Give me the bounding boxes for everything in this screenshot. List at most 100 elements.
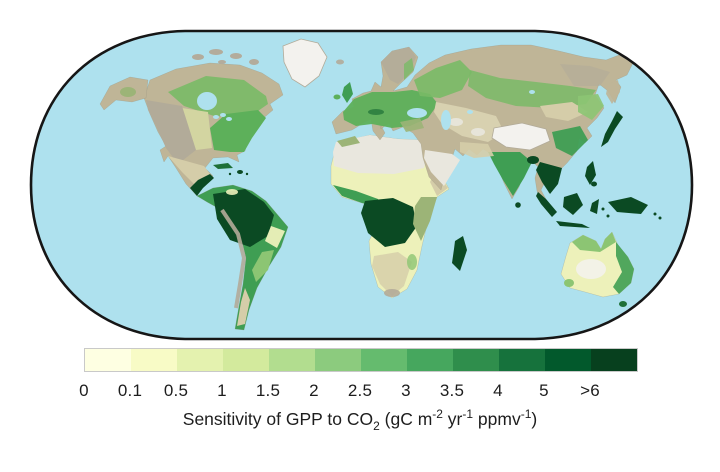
indochina-forest-region [536,162,562,194]
legend-color-cell-8 [453,349,499,371]
madagascar [452,236,467,271]
iceland [336,59,344,65]
legend-color-cell-1 [131,349,177,371]
alps-region [368,109,384,115]
great-lake [220,113,226,117]
caribbean-islands [213,163,249,176]
legend-tick-label-1: 0.1 [117,381,143,400]
central-asia-steppe [434,102,504,142]
caption-segment: -1 [520,407,532,421]
atlantic-islands [333,59,353,103]
moluccas-island [606,214,610,218]
moluccas-island [601,207,605,211]
alaska-interior [120,87,136,97]
legend-tick-label-3: 1 [217,381,227,400]
great-lake [213,115,219,119]
legend-ticks: 0 0.1 0.5 1 1.5 2 2.5 3 3.5 4 5 >6 [0,381,720,403]
japan-and-east-asia-islands [601,111,623,147]
caption-segment: yr [442,409,463,429]
australia-oceania [560,231,670,318]
caribbean-island [245,172,249,176]
cape-region [384,289,400,297]
caatinga-region [265,226,285,248]
south-america [196,184,289,331]
siberia-boreal-forest [468,70,596,108]
south-brazil-region [252,250,274,282]
great-britain [342,82,353,103]
legend-color-cell-0 [85,349,131,371]
east-africa-region [413,197,437,241]
new-guinea [608,197,648,214]
legend-tick-label-10: 5 [539,381,549,400]
india-region [488,152,532,196]
tasmania [619,301,627,307]
legend-color-cell-5 [315,349,361,371]
legend-color-cell-11 [591,349,637,371]
legend-color-cell-4 [269,349,315,371]
legend-tick-label-8: 3.5 [439,381,465,400]
east-china-region [552,126,588,156]
caption-segment: ) [531,409,538,429]
great-lakes [213,113,232,121]
black-sea [407,108,427,118]
central-asia-desert [449,118,463,126]
russia-plain-region [414,60,472,98]
caption-segment: Sensitivity of GPP to CO [182,409,374,429]
java [556,221,590,228]
legend-colorbar [84,348,638,372]
hispaniola [237,170,243,174]
ireland [333,94,341,100]
tibetan-plateau [491,122,551,151]
north-america [99,49,284,197]
southern-africa-region [372,252,412,296]
cuba [213,163,233,169]
japan [601,111,623,147]
aral-sea [467,110,473,114]
europe-region [343,90,438,128]
lake-baikal [529,90,535,94]
caption-segment: 2 [373,419,380,433]
australia-north-region [572,232,616,252]
kamchatka-region [606,80,620,104]
mindanao [591,181,597,187]
legend-tick-label-7: 3 [401,381,411,400]
great-lake [226,117,232,121]
legend-tick-label-0: 0 [79,381,89,400]
boreal-canada-region [168,76,268,118]
legend-tick-label-6: 2.5 [347,381,373,400]
eurasia [331,44,634,206]
patagonia-region [237,288,250,326]
northeast-china-region [578,94,604,120]
atlas-mountains [337,136,360,147]
legend-tick-label-5: 2 [309,381,319,400]
sahara-desert [333,135,428,174]
east-siberia-mountains [560,64,610,86]
caribbean-island [228,172,232,176]
legend-tick-label-2: 0.5 [163,381,189,400]
greenland [282,38,328,88]
philippines [585,161,596,185]
solomon-island [658,216,662,220]
legend-tick-label-9: 4 [493,381,503,400]
legend-tick-label-11: >6 [580,381,600,400]
arctic-islands [192,49,259,65]
caspian-sea [441,110,451,130]
legend-color-cell-3 [223,349,269,371]
australia-east-coast-region [613,242,634,294]
australia-interior-desert [576,259,606,279]
borneo [563,193,583,215]
world-map [29,29,694,341]
scandinavia-forest [404,58,414,80]
legend-caption: Sensitivity of GPP to CO2 (gC m-2 yr-1 p… [0,407,720,433]
legend-color-cell-2 [177,349,223,371]
sumatra [536,192,557,217]
eastern-us-region [210,110,266,152]
map-outline [29,29,694,341]
caption-segment: (gC m [379,409,433,429]
gobi-desert [540,102,588,121]
hudson-bay [197,92,217,110]
solomon-island [653,212,657,216]
arctic-island [218,60,226,64]
llanos-region [226,189,238,195]
